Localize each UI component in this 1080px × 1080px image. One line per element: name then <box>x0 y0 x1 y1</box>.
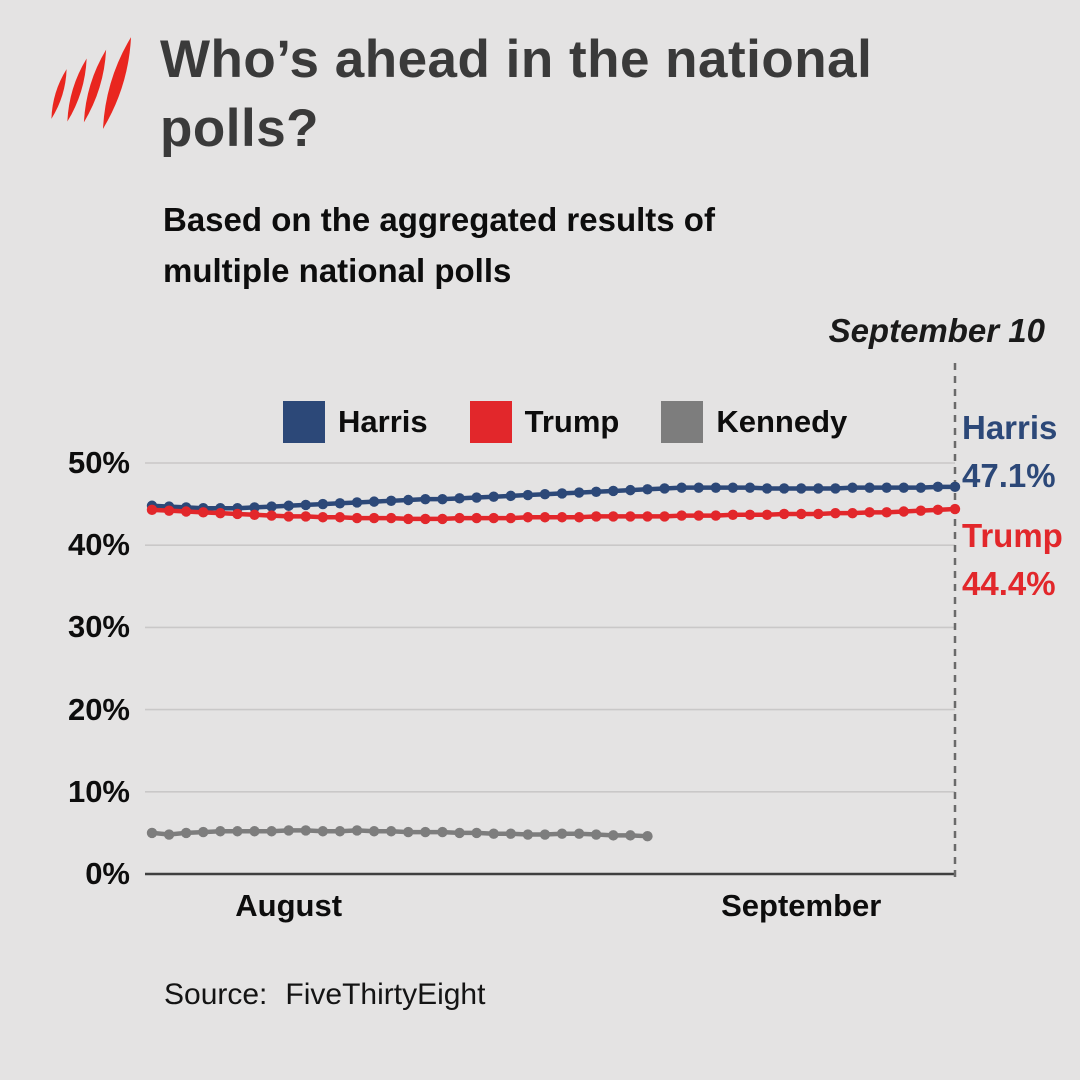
legend-label-harris: Harris <box>338 404 428 439</box>
legend-item-kennedy: Kennedy <box>661 401 847 443</box>
y-tick-20%: 20% <box>67 691 130 727</box>
x-tick-September: September <box>721 888 882 923</box>
y-tick-40%: 40% <box>67 527 130 563</box>
legend-label-kennedy: Kennedy <box>716 404 848 439</box>
end-label-harris-value: 47.1% <box>962 456 1056 494</box>
legend-item-harris: Harris <box>283 401 428 443</box>
sbs-flame-logo <box>51 37 132 129</box>
kennedy-color-swatch <box>661 401 704 443</box>
source-value: FiveThirtyEight <box>285 978 486 1011</box>
source-label: Source: <box>164 978 268 1011</box>
y-tick-0%: 0% <box>85 856 130 891</box>
source-line: Source: FiveThirtyEight <box>164 978 485 1012</box>
y-tick-50%: 50% <box>67 445 130 480</box>
poll-line-chart <box>145 363 961 881</box>
legend-label-trump: Trump <box>524 404 620 439</box>
end-label-trump-value: 44.4% <box>962 564 1056 602</box>
legend-item-trump: Trump <box>469 401 620 443</box>
end-label-trump: Trump 44.4% <box>962 512 1080 608</box>
end-label-harris-name: Harris <box>962 409 1058 446</box>
end-label-harris: Harris 47.1% <box>962 404 1080 500</box>
date-annotation: September 10 <box>828 312 1045 349</box>
harris-color-swatch <box>283 401 325 443</box>
chart-legend: Harris Trump Kennedy <box>283 401 847 443</box>
x-tick-August: August <box>235 888 343 923</box>
page-subtitle: Based on the aggregated results of multi… <box>163 201 715 290</box>
trump-color-swatch <box>469 401 512 443</box>
page-title: Who’s ahead in the national polls? <box>160 30 873 158</box>
end-label-trump-name: Trump <box>962 517 1063 554</box>
y-tick-10%: 10% <box>67 773 130 809</box>
y-tick-30%: 30% <box>67 609 130 645</box>
flame-petals <box>51 37 132 129</box>
